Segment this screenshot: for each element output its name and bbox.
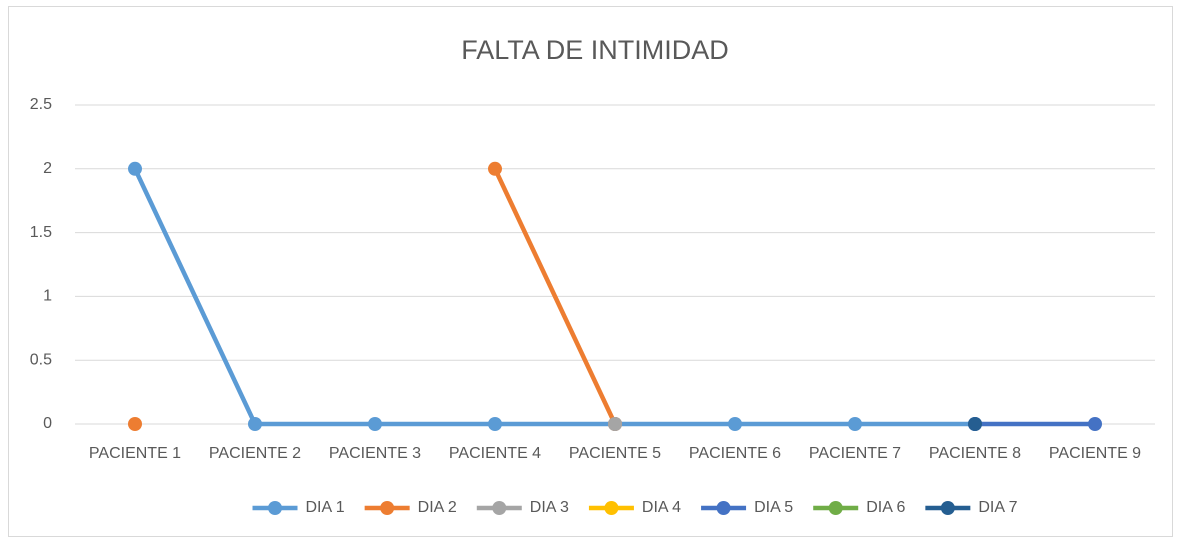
legend-label: DIA 4 — [642, 499, 681, 516]
legend-label: DIA 2 — [418, 499, 457, 516]
point-marker — [488, 417, 502, 431]
legend-marker — [492, 501, 507, 515]
legend-label: DIA 6 — [866, 499, 905, 516]
x-tick-label: PACIENTE 7 — [809, 445, 901, 462]
x-tick-label: PACIENTE 9 — [1049, 445, 1141, 462]
point-marker — [488, 161, 502, 176]
x-tick-label: PACIENTE 6 — [689, 445, 781, 462]
x-tick-label: PACIENTE 4 — [449, 445, 541, 462]
point-marker — [728, 417, 742, 431]
point-marker — [128, 161, 142, 176]
y-tick-label: 2.5 — [30, 96, 52, 113]
legend-label: DIA 7 — [978, 499, 1017, 516]
x-tick-label: PACIENTE 5 — [569, 445, 661, 462]
point-marker — [368, 417, 382, 431]
legend-marker — [604, 501, 619, 515]
legend-label: DIA 5 — [754, 499, 793, 516]
y-tick-label: 2 — [43, 160, 52, 177]
legend-label: DIA 1 — [306, 499, 345, 516]
y-tick-label: 0 — [43, 415, 52, 432]
point-marker — [1088, 417, 1102, 431]
x-tick-label: PACIENTE 2 — [209, 445, 301, 462]
legend-marker — [716, 501, 731, 515]
x-tick-label: PACIENTE 1 — [89, 445, 181, 462]
y-tick-label: 1 — [43, 288, 52, 305]
y-tick-label: 1.5 — [30, 224, 52, 241]
point-marker — [968, 417, 982, 431]
chart-title: FALTA DE INTIMIDAD — [461, 35, 729, 65]
legend-marker — [940, 501, 955, 515]
y-tick-label: 0.5 — [30, 351, 52, 368]
point-marker — [608, 417, 622, 431]
point-marker — [848, 417, 862, 431]
point-marker — [248, 417, 262, 431]
legend-marker — [268, 501, 283, 515]
point-marker — [128, 417, 142, 431]
legend-marker — [828, 501, 843, 515]
legend-marker — [380, 501, 395, 515]
x-tick-label: PACIENTE 3 — [329, 445, 421, 462]
chart-frame — [8, 6, 1173, 537]
series-line — [132, 166, 978, 427]
x-tick-label: PACIENTE 8 — [929, 445, 1021, 462]
series-line — [492, 166, 618, 427]
legend-label: DIA 3 — [530, 499, 569, 516]
